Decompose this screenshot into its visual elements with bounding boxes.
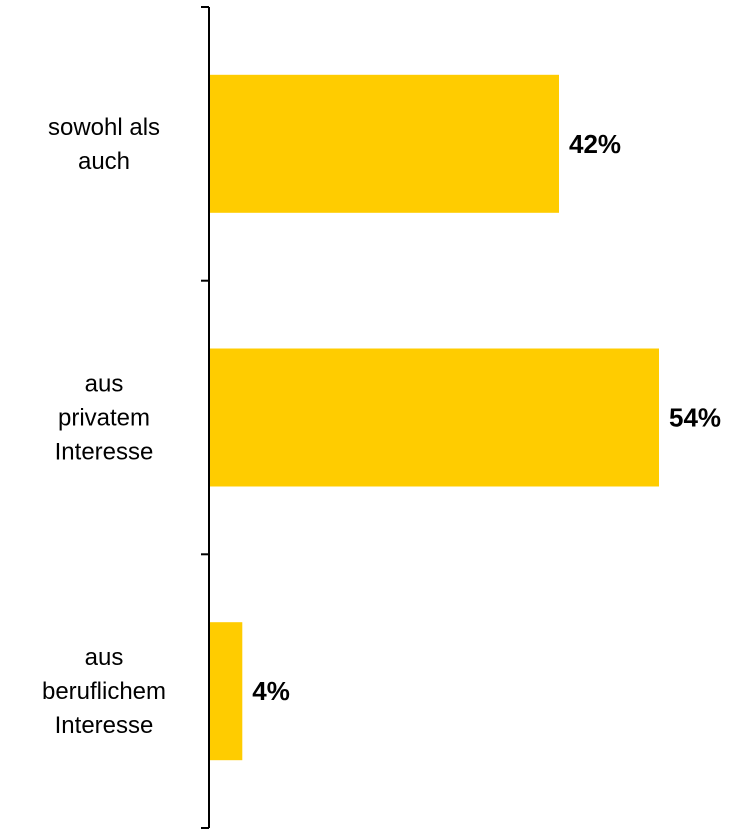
category-labels-group: sowohl als auch aus privatem Interesse aus ber… bbox=[42, 114, 166, 739]
category-label-line: Interesse bbox=[55, 712, 154, 739]
category-label-line: aus bbox=[85, 644, 124, 671]
category-label-line: aus bbox=[85, 371, 124, 398]
category-label-line: auch bbox=[78, 148, 130, 175]
bar bbox=[209, 74, 559, 213]
bars-group bbox=[209, 74, 659, 761]
category-axis bbox=[201, 6, 210, 829]
value-labels-group: 42% 54% 4% bbox=[252, 129, 721, 706]
value-label: 54% bbox=[669, 403, 721, 433]
category-label-line: beruflichem bbox=[42, 678, 166, 705]
value-label: 4% bbox=[252, 676, 290, 706]
value-label: 42% bbox=[569, 129, 621, 159]
category-label-line: Interesse bbox=[55, 439, 154, 466]
category-label: aus beruflichem Interesse bbox=[42, 644, 166, 739]
category-label-line: privatem bbox=[58, 405, 150, 432]
category-label: sowohl als auch bbox=[48, 114, 160, 175]
category-label-line: sowohl als bbox=[48, 114, 160, 141]
category-label: aus privatem Interesse bbox=[55, 371, 154, 466]
bar bbox=[209, 348, 659, 487]
bar bbox=[209, 622, 243, 761]
